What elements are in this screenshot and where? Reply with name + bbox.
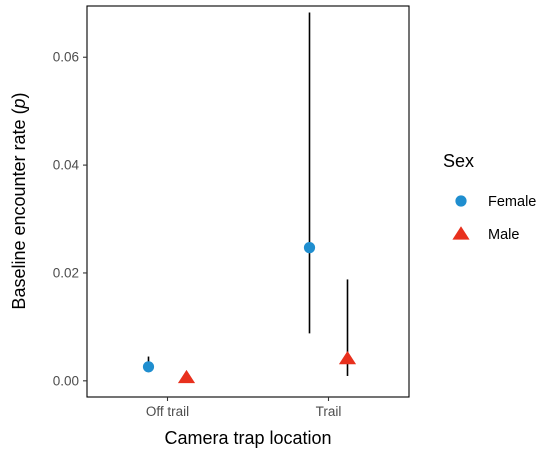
legend-item-male: Male xyxy=(452,226,519,243)
female-point xyxy=(142,361,155,373)
y-tick-label: 0.02 xyxy=(53,265,79,280)
y-axis-title-suffix: ) xyxy=(9,92,29,98)
legend-items: Female Male xyxy=(452,194,536,243)
male-point xyxy=(177,369,196,384)
y-axis-title-symbol: p xyxy=(9,98,29,109)
legend-label-male: Male xyxy=(488,227,519,243)
y-axis: 0.00 0.02 0.04 0.06 xyxy=(53,50,87,388)
panel-border xyxy=(86,5,410,398)
x-tick-label: Trail xyxy=(316,404,342,419)
legend-item-female: Female xyxy=(455,194,536,210)
y-tick-label: 0.04 xyxy=(53,158,80,173)
y-axis-title-prefix: Baseline encounter rate ( xyxy=(9,108,29,309)
x-axis: Off trail Trail xyxy=(146,397,342,419)
legend: Sex Female Male xyxy=(443,151,536,243)
legend-key-male xyxy=(452,226,470,240)
legend-title: Sex xyxy=(443,151,474,171)
x-tick-label: Off trail xyxy=(146,404,189,419)
legend-label-female: Female xyxy=(488,194,536,210)
female-point xyxy=(303,242,316,254)
plot-marks xyxy=(142,12,357,384)
x-axis-title: Camera trap location xyxy=(164,428,331,448)
y-axis-title: Baseline encounter rate (p) xyxy=(9,92,29,309)
y-tick-label: 0.06 xyxy=(53,50,79,65)
male-point xyxy=(338,350,357,365)
legend-key-female xyxy=(455,195,467,207)
y-tick-label: 0.00 xyxy=(53,373,79,388)
